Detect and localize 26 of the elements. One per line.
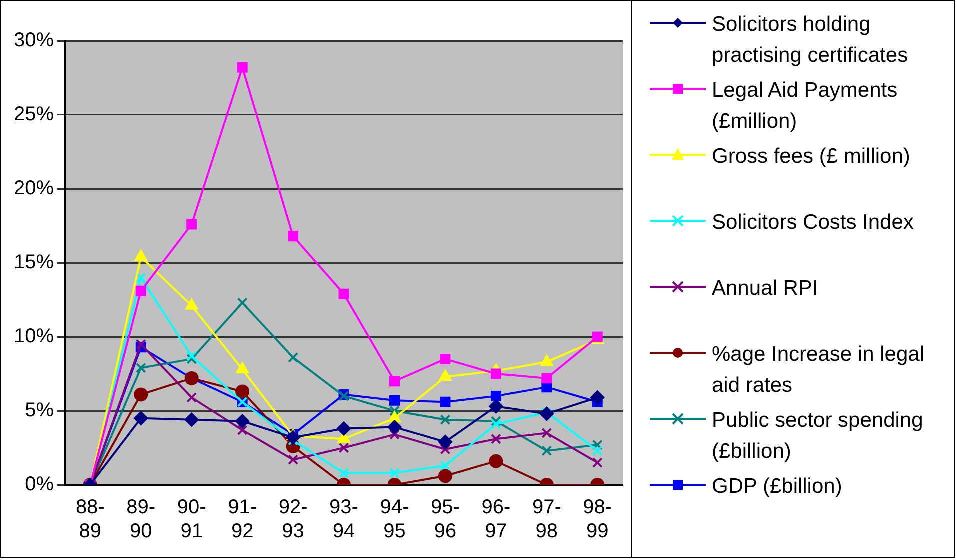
legend-label: Solicitors holding practising certificates <box>712 12 910 69</box>
y-tick-label: 15% <box>14 252 54 274</box>
x-tick-label: 91-92 <box>228 496 258 543</box>
x-tick-label: 90-91 <box>177 496 206 543</box>
y-tick-label: 10% <box>14 326 54 348</box>
x-tick-label: 93-94 <box>330 496 358 543</box>
legend-label: Gross fees (£ million) <box>712 144 910 170</box>
y-tick-label: 5% <box>25 400 54 422</box>
y-tick-label: 30% <box>14 30 54 52</box>
legend-label: %age Increase in legal aid rates <box>712 342 926 399</box>
x-tick-label: 92-93 <box>278 496 308 543</box>
legend-label: Annual RPI <box>712 276 818 302</box>
legend-label: GDP (£billion) <box>712 474 842 500</box>
x-tick-label: 94-95 <box>380 496 410 543</box>
x-tick-label: 96-97 <box>482 496 511 543</box>
legend-label: Solicitors Costs Index <box>712 210 914 236</box>
x-tick-label: 95-96 <box>431 496 460 543</box>
x-tick-label: 97-98 <box>532 496 562 543</box>
y-tick-label: 20% <box>14 178 54 200</box>
legend-label: Public sector spending (£billion) <box>712 408 924 465</box>
y-tick-label: 0% <box>25 474 54 496</box>
legend-label: Legal Aid Payments (£million) <box>712 78 899 135</box>
x-tick-label: 89-90 <box>126 496 156 543</box>
x-tick-label: 98-99 <box>583 496 612 543</box>
x-tick-label: 88-89 <box>76 496 105 543</box>
y-tick-label: 25% <box>14 104 54 126</box>
